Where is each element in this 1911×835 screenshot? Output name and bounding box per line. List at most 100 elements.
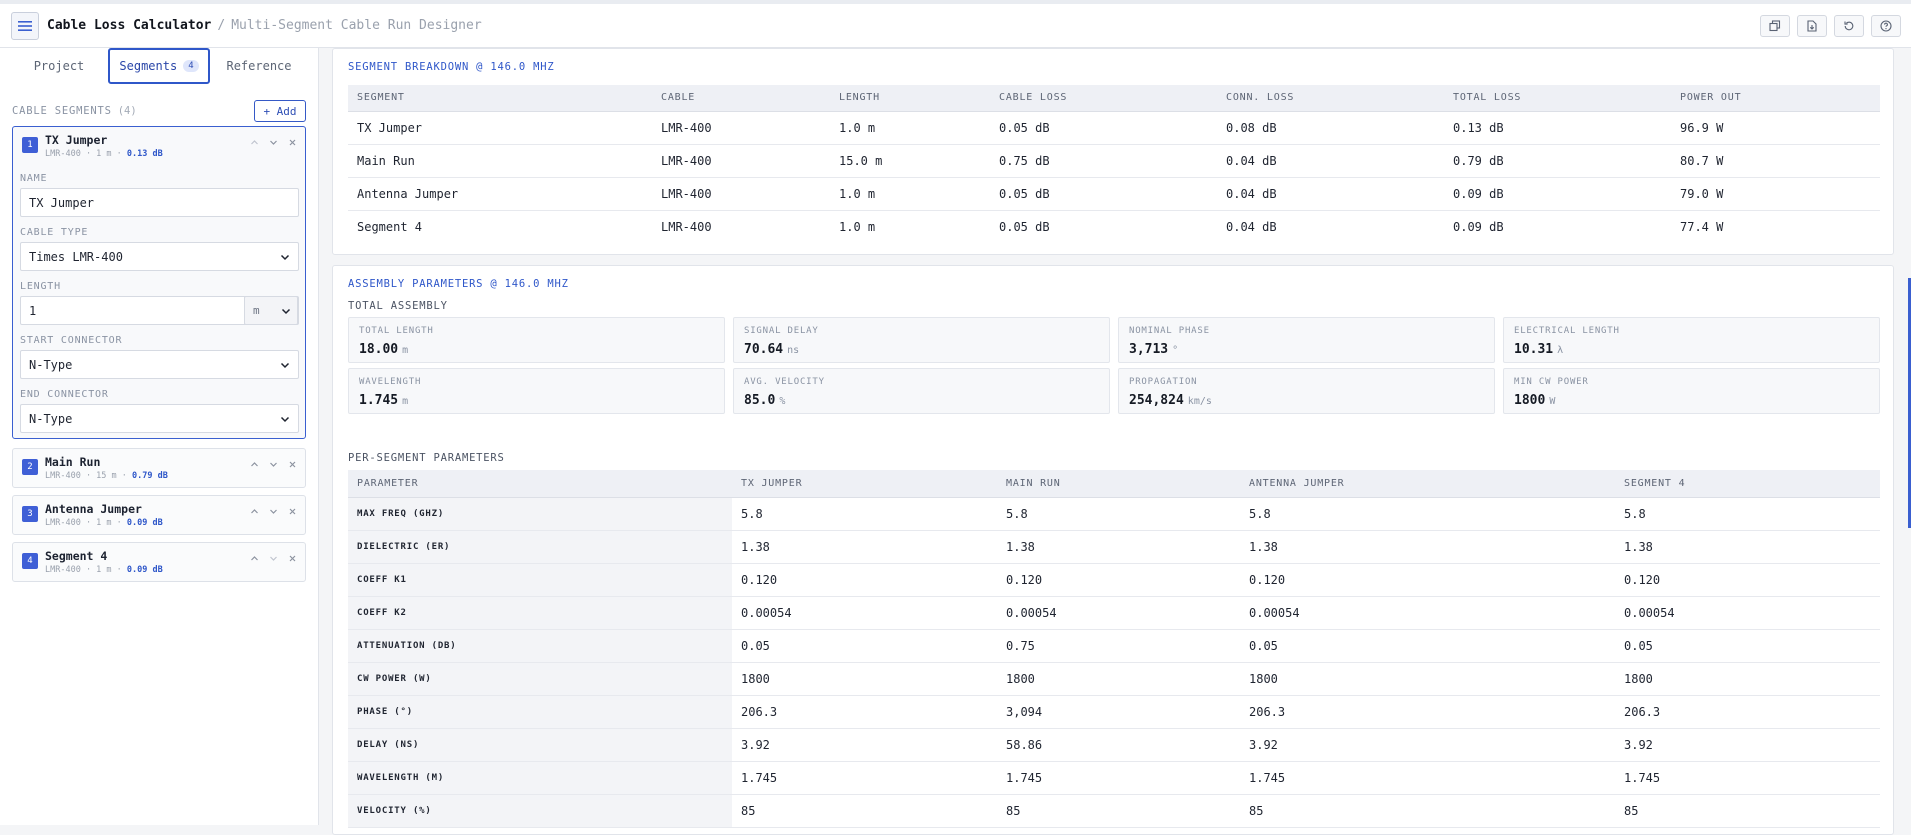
table-cell: 5.8 bbox=[1615, 497, 1880, 531]
help-button[interactable] bbox=[1871, 15, 1901, 37]
stat-value-row: 1800 W bbox=[1514, 393, 1555, 408]
move-down-icon[interactable] bbox=[269, 137, 278, 150]
segment-header[interactable]: 3 Antenna Jumper LMR-400 · 1 m · 0.09 dB bbox=[13, 496, 305, 534]
segment-card[interactable]: 1 TX Jumper LMR-400 · 1 m · 0.13 dB NAME… bbox=[12, 126, 306, 439]
menu-button[interactable] bbox=[11, 11, 39, 40]
table-cell: 0.05 dB bbox=[999, 219, 1050, 234]
table-cell: 0.04 dB bbox=[1226, 219, 1277, 234]
sidebar-tabs: Project Segments 4 Reference bbox=[10, 48, 308, 84]
segment-breakdown-panel: SEGMENT BREAKDOWN @ 146.0 MHZ SEGMENT CA… bbox=[332, 48, 1894, 255]
table-cell: 0.00054 bbox=[732, 596, 997, 630]
reset-button[interactable] bbox=[1834, 15, 1864, 37]
stat-card: SIGNAL DELAY 70.64 ns bbox=[733, 317, 1110, 363]
chevron-down-icon bbox=[281, 308, 291, 315]
stat-unit: m bbox=[402, 396, 409, 407]
segment-name-input[interactable]: TX Jumper bbox=[20, 188, 299, 217]
parameter-name: MAX FREQ (GHZ) bbox=[348, 497, 732, 531]
segments-section-label: CABLE SEGMENTS bbox=[12, 105, 112, 117]
segment-loss: 0.79 dB bbox=[132, 471, 168, 481]
table-cell: 1.38 bbox=[1240, 530, 1615, 564]
move-up-icon[interactable] bbox=[250, 553, 259, 566]
segment-card[interactable]: 4 Segment 4 LMR-400 · 1 m · 0.09 dB bbox=[12, 542, 306, 582]
tab-reference[interactable]: Reference bbox=[210, 48, 308, 84]
copy-icon bbox=[1769, 20, 1781, 32]
table-cell: Segment 4 bbox=[357, 219, 423, 234]
segment-summary: LMR-400 · 15 m · 0.79 dB bbox=[45, 471, 168, 481]
remove-icon[interactable] bbox=[288, 553, 297, 566]
table-cell: 0.75 bbox=[997, 629, 1240, 663]
length-input[interactable]: 1 m bbox=[20, 296, 299, 325]
stat-value: 1.745 bbox=[359, 393, 399, 408]
table-cell: LMR-400 bbox=[652, 177, 830, 211]
copy-button[interactable] bbox=[1760, 15, 1790, 37]
table-row: DIELECTRIC (ER) 1.38 1.38 1.38 1.38 bbox=[348, 530, 1880, 564]
segment-summary: LMR-400 · 1 m · 0.09 dB bbox=[45, 565, 163, 575]
remove-icon[interactable] bbox=[288, 459, 297, 472]
scrollbar[interactable] bbox=[1908, 278, 1911, 528]
parameter-name: DELAY (NS) bbox=[348, 728, 732, 762]
column-header: SEGMENT 4 bbox=[1615, 470, 1880, 498]
cable-type-value: Times LMR-400 bbox=[29, 249, 123, 264]
table-cell: 1800 bbox=[732, 662, 997, 696]
segment-meta: LMR-400 · 1 m · bbox=[45, 565, 127, 575]
stat-value: 85.0 bbox=[744, 393, 776, 408]
stat-value: 10.31 bbox=[1514, 342, 1554, 357]
segment-header[interactable]: 2 Main Run LMR-400 · 15 m · 0.79 dB bbox=[13, 449, 305, 487]
stat-value-row: 254,824 km/s bbox=[1129, 393, 1212, 408]
table-cell: 0.05 bbox=[1240, 629, 1615, 663]
move-up-icon[interactable] bbox=[250, 506, 259, 519]
end-connector-select[interactable]: N-Type bbox=[20, 404, 299, 433]
end-connector-label: END CONNECTOR bbox=[20, 389, 109, 400]
table-row: ATTENUATION (DB) 0.05 0.75 0.05 0.05 bbox=[348, 629, 1880, 663]
table-cell: 1800 bbox=[1615, 662, 1880, 696]
move-down-icon[interactable] bbox=[269, 506, 278, 519]
table-header-row: SEGMENT CABLE LENGTH CABLE LOSS CONN. LO… bbox=[348, 85, 1880, 112]
length-unit-select[interactable]: m bbox=[244, 296, 298, 325]
move-up-icon[interactable] bbox=[250, 459, 259, 472]
name-label: NAME bbox=[20, 173, 48, 184]
tab-segments[interactable]: Segments 4 bbox=[108, 48, 210, 84]
add-segment-button[interactable]: + Add bbox=[254, 100, 306, 122]
move-up-icon[interactable] bbox=[250, 137, 259, 150]
segment-card[interactable]: 3 Antenna Jumper LMR-400 · 1 m · 0.09 dB bbox=[12, 495, 306, 535]
stat-value-row: 85.0% bbox=[744, 393, 785, 408]
table-row: MAX FREQ (GHZ) 5.8 5.8 5.8 5.8 bbox=[348, 497, 1880, 531]
column-header: TOTAL LOSS bbox=[1444, 85, 1671, 112]
stat-label: MIN CW POWER bbox=[1514, 377, 1589, 387]
remove-icon[interactable] bbox=[288, 137, 297, 150]
move-down-icon[interactable] bbox=[269, 553, 278, 566]
export-button[interactable] bbox=[1797, 15, 1827, 37]
segment-header[interactable]: 4 Segment 4 LMR-400 · 1 m · 0.09 dB bbox=[13, 543, 305, 581]
parameter-name: COEFF K2 bbox=[348, 596, 732, 630]
breadcrumb-separator: / bbox=[217, 18, 226, 33]
tab-count-badge: 4 bbox=[183, 60, 199, 72]
stat-label: ELECTRICAL LENGTH bbox=[1514, 326, 1620, 336]
table-cell: 0.79 dB bbox=[1444, 144, 1671, 178]
breakdown-title: SEGMENT BREAKDOWN @ 146.0 MHZ bbox=[348, 61, 555, 73]
stat-card: TOTAL LENGTH 18.00 m bbox=[348, 317, 725, 363]
column-header: CABLE bbox=[652, 85, 830, 112]
length-unit-value: m bbox=[253, 304, 260, 317]
segments-header: CABLE SEGMENTS (4) + Add bbox=[12, 100, 306, 122]
stat-unit: ns bbox=[787, 345, 800, 356]
tab-label: Reference bbox=[226, 59, 292, 73]
start-connector-select[interactable]: N-Type bbox=[20, 350, 299, 379]
table-row: CW POWER (W) 1800 1800 1800 1800 bbox=[348, 662, 1880, 696]
move-down-icon[interactable] bbox=[269, 459, 278, 472]
table-cell: 0.05 dB bbox=[990, 111, 1217, 145]
segment-card[interactable]: 2 Main Run LMR-400 · 15 m · 0.79 dB bbox=[12, 448, 306, 488]
parameter-name: WAVELENGTH (M) bbox=[348, 761, 732, 795]
table-cell: 3.92 bbox=[1615, 728, 1880, 762]
remove-icon[interactable] bbox=[288, 506, 297, 519]
tab-project[interactable]: Project bbox=[10, 48, 108, 84]
segment-header[interactable]: 1 TX Jumper LMR-400 · 1 m · 0.13 dB bbox=[13, 127, 305, 165]
segment-name: Main Run bbox=[45, 455, 101, 469]
table-row: Main Run LMR-400 15.0 m 0.75 dB 0.04 dB 0.79 … bbox=[348, 144, 1880, 178]
table-cell: 80.7 W bbox=[1671, 144, 1880, 178]
stat-value: 254,824 bbox=[1129, 393, 1184, 408]
cable-type-select[interactable]: Times LMR-400 bbox=[20, 242, 299, 271]
table-header-row: PARAMETER TX JUMPER MAIN RUN ANTENNA JUM… bbox=[348, 470, 1880, 498]
table-cell: 3.92 bbox=[732, 728, 997, 762]
table-cell: 0.05 bbox=[732, 629, 997, 663]
stat-value: 3,713 bbox=[1129, 342, 1169, 357]
